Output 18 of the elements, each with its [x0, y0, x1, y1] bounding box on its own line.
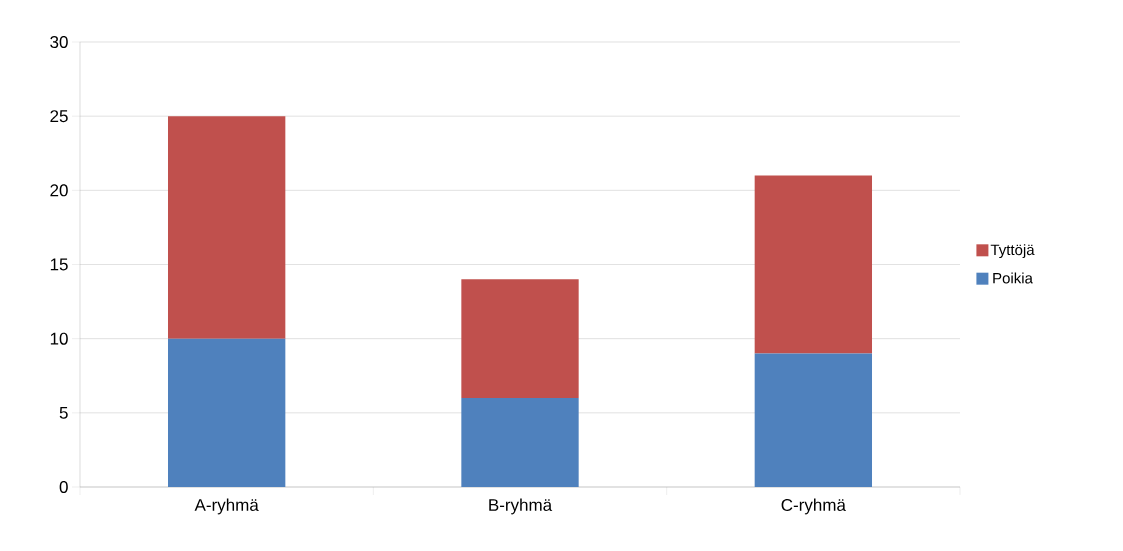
- bar: [461, 398, 579, 487]
- x-tick-label: C-ryhmä: [781, 498, 846, 515]
- y-tick-label: 25: [50, 110, 68, 123]
- bar: [168, 338, 286, 487]
- y-tick-label: 10: [50, 332, 68, 345]
- x-tick-label: B-ryhmä: [489, 498, 553, 515]
- y-tick-label: 0: [59, 480, 68, 494]
- legend-label: Poikia: [993, 272, 1033, 284]
- legend-label: Tyttöjä: [990, 244, 1035, 259]
- y-tick-label: 5: [59, 406, 68, 419]
- y-tick-label: 20: [50, 184, 68, 197]
- y-tick-label: 30: [50, 35, 68, 49]
- bar: [754, 175, 873, 354]
- bar: [754, 353, 873, 487]
- x-tick-label: A-ryhmä: [194, 498, 259, 515]
- bar: [168, 116, 286, 339]
- y-tick-label: 15: [50, 258, 68, 271]
- bar: [461, 279, 579, 398]
